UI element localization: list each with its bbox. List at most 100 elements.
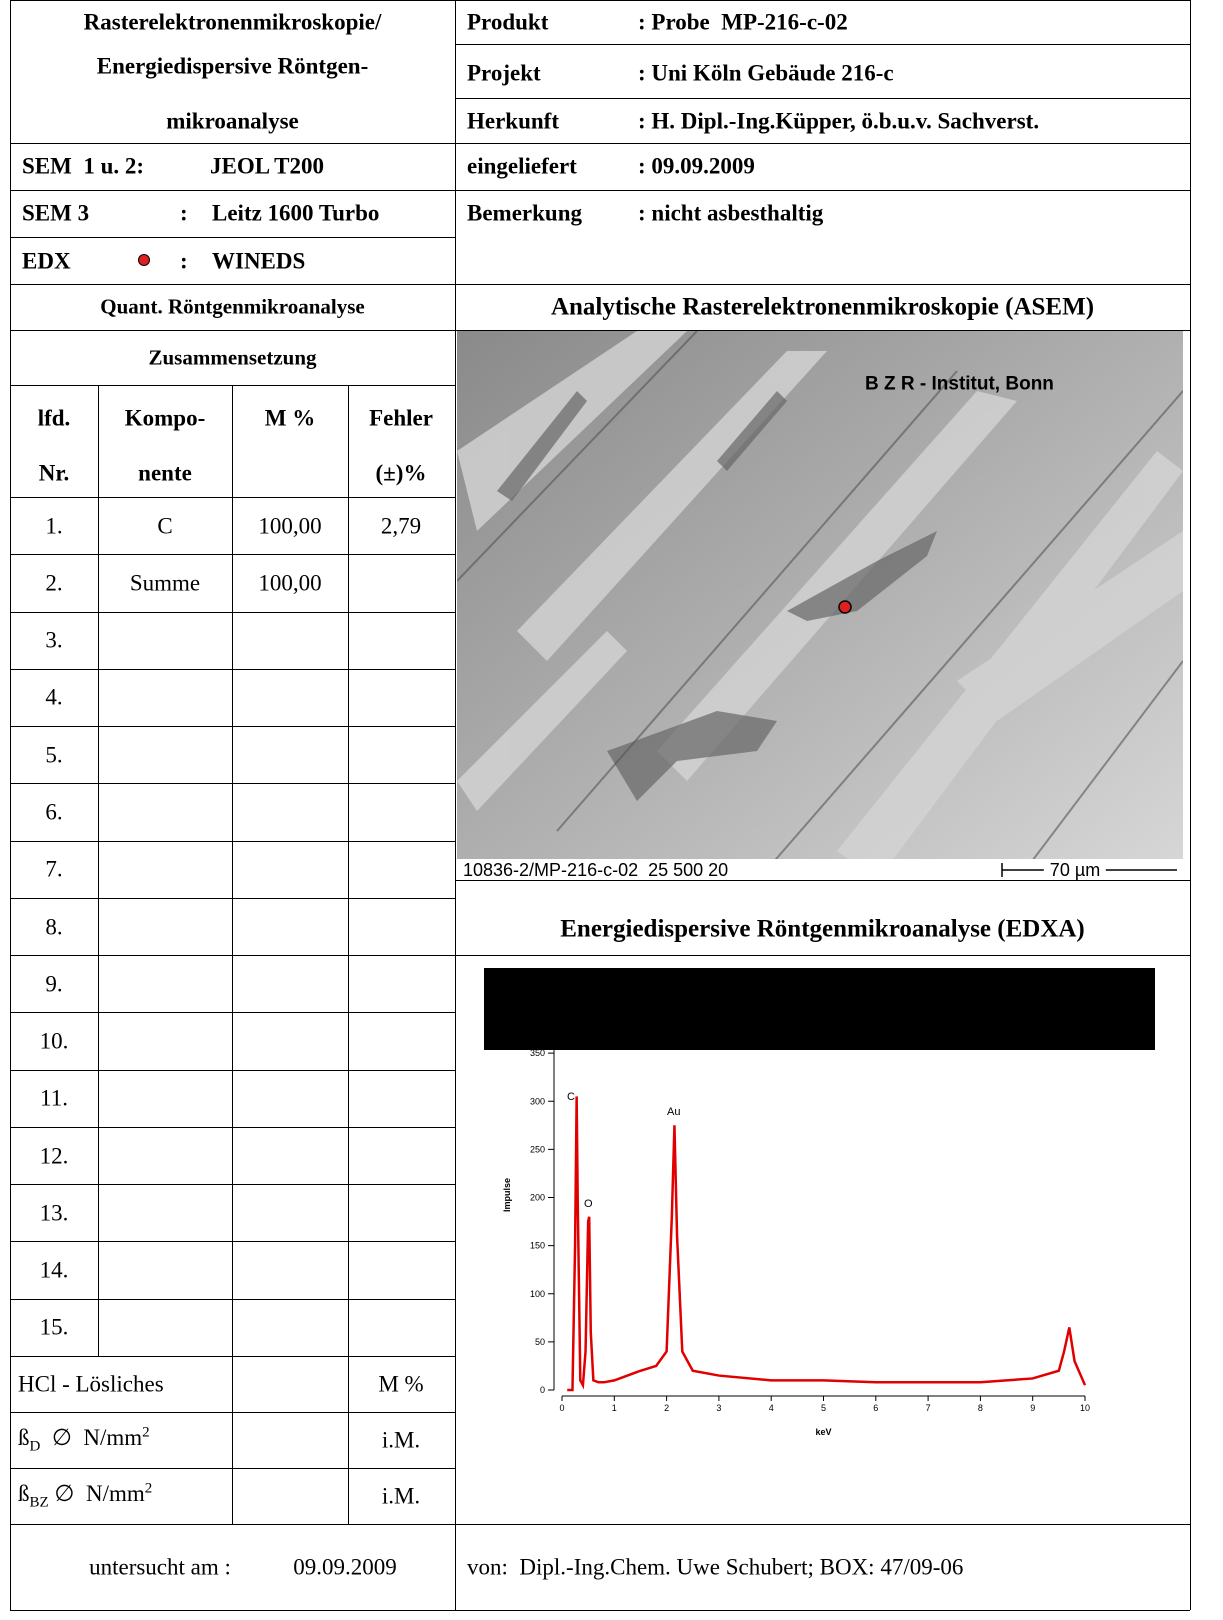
y-tick-label: 100 <box>530 1289 545 1299</box>
rule <box>10 0 1190 1</box>
table-cell: 8. <box>45 915 62 938</box>
table-cell: 5. <box>45 743 62 766</box>
instrument-text: : <box>180 250 188 273</box>
rule <box>455 190 1190 191</box>
label-part: BZ <box>30 1495 49 1511</box>
table-cell: 13. <box>40 1201 69 1224</box>
info-value: : H. Dipl.-Ing.Küpper, ö.b.u.v. Sachvers… <box>638 110 1039 133</box>
info-label: eingeliefert <box>467 155 577 178</box>
table-cell: 1. <box>45 514 62 537</box>
info-label: Bemerkung <box>467 202 582 225</box>
y-tick-label: 350 <box>530 1048 545 1058</box>
rule <box>10 0 11 1610</box>
section-title: Energiedispersive Röntgenmikroanalyse (E… <box>560 917 1085 942</box>
info-value: : 09.09.2009 <box>638 155 755 178</box>
image-caption: 10836-2/MP-216-c-02 25 500 20 <box>463 861 728 879</box>
rule <box>455 955 1190 956</box>
rule <box>455 880 1190 881</box>
instrument-text: JEOL T200 <box>210 155 324 178</box>
rule <box>10 190 455 191</box>
rule <box>348 1356 349 1524</box>
rule <box>10 284 455 285</box>
rule <box>455 330 1190 331</box>
label-part: D <box>30 1439 41 1455</box>
column-header: M % <box>265 407 315 430</box>
y-tick-label: 0 <box>540 1385 545 1395</box>
column-header: Kompo- <box>125 407 206 430</box>
report: 050100150200250300350400012345678910keVI… <box>0 0 1223 1620</box>
x-tick-label: 2 <box>664 1403 669 1413</box>
table-cell: 14. <box>40 1259 69 1282</box>
rule <box>455 143 1190 144</box>
y-tick-label: 300 <box>530 1096 545 1106</box>
label-part: ∅ N/mm <box>40 1425 142 1450</box>
x-axis-label: keV <box>815 1427 831 1437</box>
rule <box>1190 0 1191 1610</box>
section-title: Analytische Rasterelektronenmikroskopie … <box>551 295 1094 320</box>
instrument-text: WINEDS <box>212 250 305 273</box>
table-cell: 100,00 <box>258 571 321 594</box>
column-header: lfd. <box>38 407 71 430</box>
rule <box>232 385 233 1356</box>
column-header: (±)% <box>376 462 427 485</box>
table-cell: Summe <box>130 571 200 594</box>
table-cell: 3. <box>45 629 62 652</box>
extra-label: ßD ∅ N/mm2 <box>18 1425 150 1454</box>
y-tick-label: 150 <box>530 1241 545 1251</box>
rule <box>455 98 1190 99</box>
scale-label: 70 µm <box>1044 861 1106 879</box>
table-cell: 10. <box>40 1030 69 1053</box>
rule <box>10 1524 455 1525</box>
peak-label: O <box>584 1198 593 1210</box>
instrument-text: : <box>180 202 188 225</box>
table-cell: 2. <box>45 571 62 594</box>
table-cell: 7. <box>45 858 62 881</box>
x-tick-label: 4 <box>769 1403 774 1413</box>
info-label: Produkt <box>467 11 548 34</box>
rule <box>10 1610 1190 1611</box>
info-value: : Uni Köln Gebäude 216-c <box>638 62 894 85</box>
footer-text: untersucht am : <box>89 1556 231 1579</box>
column-header: nente <box>138 462 192 485</box>
table-cell: 6. <box>45 800 62 823</box>
x-tick-label: 5 <box>821 1403 826 1413</box>
rule <box>348 385 349 1356</box>
table-cell: 15. <box>40 1316 69 1339</box>
column-header: Fehler <box>369 407 433 430</box>
x-tick-label: 6 <box>873 1403 878 1413</box>
header-title: Rasterelektronenmikroskopie/ <box>84 11 382 34</box>
rule <box>98 385 99 1356</box>
rule <box>10 143 455 144</box>
extra-unit: i.M. <box>382 1429 420 1452</box>
peak-label: Au <box>667 1106 680 1118</box>
section-title: Zusammensetzung <box>148 348 316 369</box>
footer-text: 09.09.2009 <box>293 1556 397 1579</box>
instrument-text: SEM 3 <box>22 202 89 225</box>
rule <box>232 1356 233 1524</box>
spectrum-line <box>567 1096 1085 1390</box>
instrument-text: Leitz 1600 Turbo <box>212 202 379 225</box>
table-cell: 11. <box>40 1087 68 1110</box>
table-cell: 12. <box>40 1144 69 1167</box>
marker-icon <box>138 254 150 266</box>
section-title: Quant. Röntgenmikroanalyse <box>100 297 364 318</box>
label-part: ß <box>18 1481 30 1506</box>
table-cell: 9. <box>45 972 62 995</box>
info-label: Herkunft <box>467 110 559 133</box>
x-tick-label: 10 <box>1080 1403 1090 1413</box>
peak-label: C <box>567 1091 575 1103</box>
x-tick-label: 7 <box>926 1403 931 1413</box>
instrument-text: EDX <box>22 250 71 273</box>
extra-unit: i.M. <box>382 1485 420 1508</box>
column-header: Nr. <box>39 462 69 485</box>
label-part: 2 <box>145 1480 153 1496</box>
info-value: : Probe MP-216-c-02 <box>638 11 848 34</box>
info-label: Projekt <box>467 62 541 85</box>
y-tick-label: 200 <box>530 1193 545 1203</box>
x-tick-label: 1 <box>612 1403 617 1413</box>
header-title: mikroanalyse <box>166 110 298 133</box>
x-tick-label: 0 <box>559 1403 564 1413</box>
table-cell: 4. <box>45 686 62 709</box>
y-tick-label: 400 <box>530 1000 545 1010</box>
